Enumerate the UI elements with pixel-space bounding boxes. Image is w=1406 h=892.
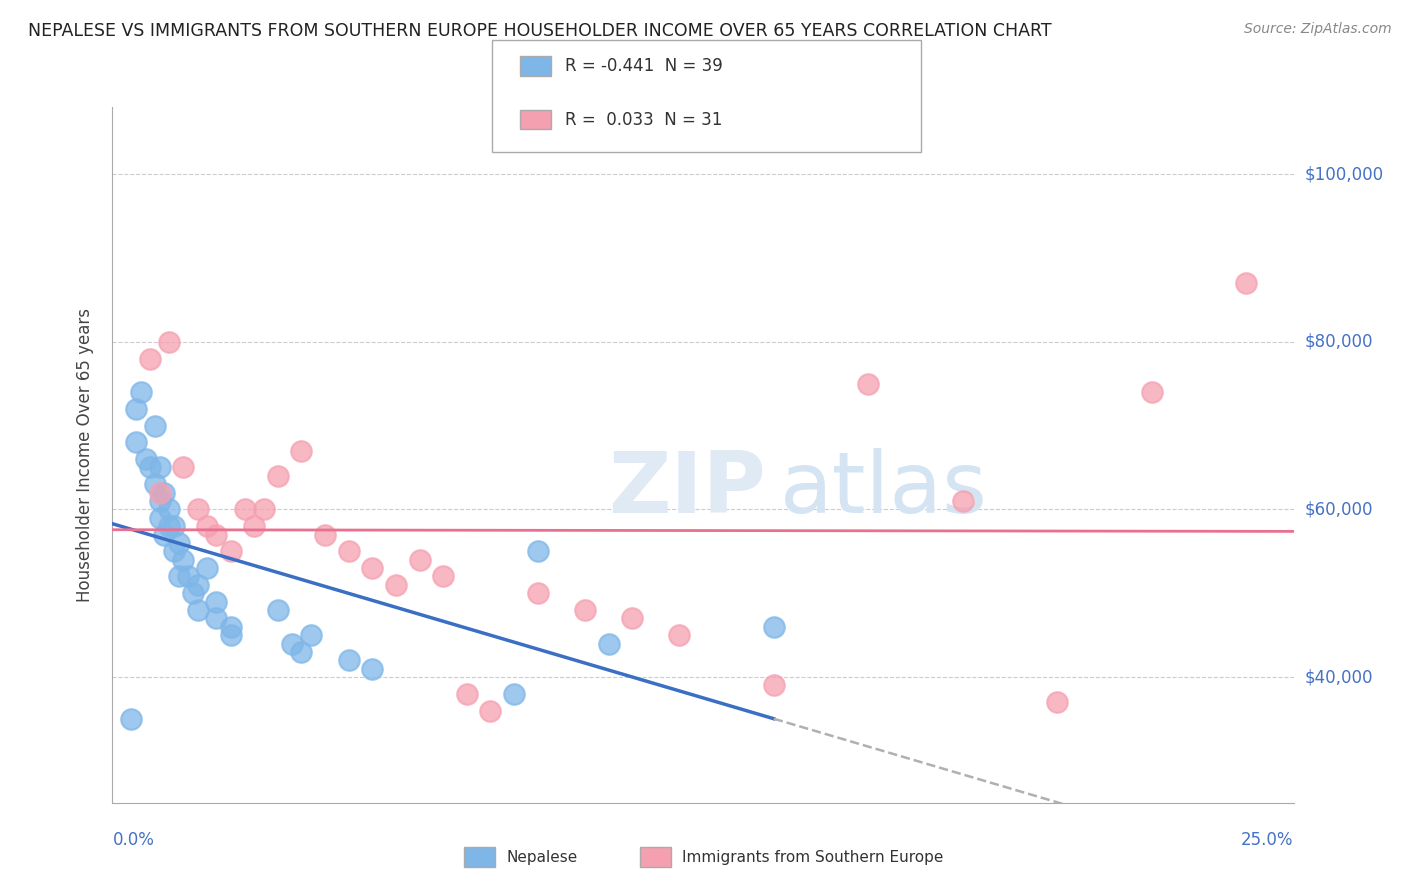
Point [195, 561, 218, 575]
Text: 0.0%: 0.0% [112, 830, 155, 848]
Point [205, 594, 228, 608]
Point [219, 628, 242, 642]
Text: Nepalese: Nepalese [506, 850, 578, 864]
Point [186, 578, 208, 592]
Point [408, 552, 430, 566]
Point [172, 552, 194, 566]
Point [186, 502, 208, 516]
Point [281, 636, 304, 650]
Point [153, 485, 176, 500]
Text: ZIP: ZIP [609, 448, 766, 532]
Point [149, 460, 172, 475]
Point [858, 376, 880, 391]
Point [762, 620, 785, 634]
Point [290, 645, 312, 659]
Text: $80,000: $80,000 [1305, 333, 1374, 351]
Point [153, 527, 176, 541]
Text: atlas: atlas [780, 448, 988, 532]
Point [143, 418, 166, 433]
Point [1234, 276, 1257, 290]
Point [205, 527, 228, 541]
Point [361, 561, 384, 575]
Point [135, 452, 157, 467]
Point [143, 477, 166, 491]
Point [314, 527, 336, 541]
Point [598, 636, 620, 650]
Point [1046, 695, 1069, 709]
Point [120, 712, 142, 726]
Point [243, 519, 266, 533]
Point [167, 536, 190, 550]
Point [129, 385, 152, 400]
Point [219, 620, 242, 634]
Point [574, 603, 596, 617]
Point [432, 569, 454, 583]
Point [167, 569, 190, 583]
Point [456, 687, 478, 701]
Point [385, 578, 408, 592]
Point [479, 704, 502, 718]
Point [181, 586, 204, 600]
Point [205, 611, 228, 625]
Point [526, 544, 548, 558]
Text: $40,000: $40,000 [1305, 668, 1374, 686]
Point [267, 468, 290, 483]
Point [157, 502, 180, 516]
Point [139, 351, 162, 366]
Point [219, 544, 242, 558]
Point [186, 603, 208, 617]
Point [139, 460, 162, 475]
Text: Immigrants from Southern Europe: Immigrants from Southern Europe [682, 850, 943, 864]
Point [762, 678, 785, 692]
Text: $100,000: $100,000 [1305, 165, 1384, 183]
Point [149, 510, 172, 524]
Text: R = -0.441  N = 39: R = -0.441 N = 39 [565, 57, 723, 75]
Point [361, 662, 384, 676]
Point [1140, 385, 1163, 400]
Point [952, 494, 974, 508]
Text: 25.0%: 25.0% [1241, 830, 1294, 848]
Point [157, 519, 180, 533]
Point [290, 443, 312, 458]
Text: $60,000: $60,000 [1305, 500, 1374, 518]
Point [299, 628, 322, 642]
Y-axis label: Householder Income Over 65 years: Householder Income Over 65 years [76, 308, 94, 602]
Point [526, 586, 548, 600]
Point [621, 611, 644, 625]
Point [668, 628, 690, 642]
Text: Source: ZipAtlas.com: Source: ZipAtlas.com [1244, 22, 1392, 37]
Point [125, 435, 148, 450]
Point [267, 603, 290, 617]
Point [163, 544, 186, 558]
Point [233, 502, 256, 516]
Point [149, 494, 172, 508]
Point [503, 687, 526, 701]
Point [157, 334, 180, 349]
Point [125, 401, 148, 416]
Point [337, 653, 360, 667]
Point [172, 460, 194, 475]
Point [163, 519, 186, 533]
Point [337, 544, 360, 558]
Point [177, 569, 200, 583]
Text: NEPALESE VS IMMIGRANTS FROM SOUTHERN EUROPE HOUSEHOLDER INCOME OVER 65 YEARS COR: NEPALESE VS IMMIGRANTS FROM SOUTHERN EUR… [28, 22, 1052, 40]
Point [195, 519, 218, 533]
Text: R =  0.033  N = 31: R = 0.033 N = 31 [565, 111, 723, 128]
Point [149, 485, 172, 500]
Point [253, 502, 276, 516]
